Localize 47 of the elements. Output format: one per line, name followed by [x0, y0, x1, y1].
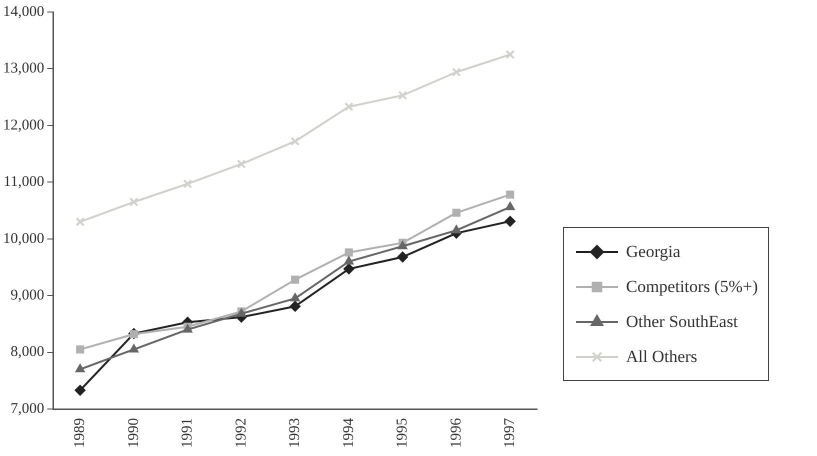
point — [398, 240, 408, 250]
point — [290, 300, 301, 312]
y-tick-label: 10,000 — [3, 230, 44, 247]
point — [505, 202, 515, 210]
point — [504, 216, 516, 227]
point — [452, 208, 460, 217]
legend-label: Competitors (5%+) — [626, 276, 758, 296]
point — [129, 344, 139, 352]
point — [506, 50, 515, 60]
point — [183, 179, 192, 188]
y-tick-label: 14,000 — [3, 4, 44, 20]
point — [398, 90, 408, 100]
point — [129, 197, 138, 207]
y-tick-label: 7,000 — [10, 400, 44, 417]
point — [75, 364, 85, 372]
point — [290, 292, 300, 302]
legend-label: Georgia — [626, 242, 680, 262]
y-tick-label: 12,000 — [3, 117, 44, 134]
x-tick-label: 1991 — [180, 418, 196, 448]
x-tick-label: 1995 — [394, 418, 411, 448]
point — [76, 217, 85, 226]
y-tick-label: 9,000 — [10, 288, 44, 304]
x-tick-label: 1997 — [502, 418, 518, 448]
y-tick-label: 13,000 — [3, 60, 44, 77]
x-tick-label: 1992 — [233, 418, 250, 448]
point — [506, 190, 514, 199]
legend-label: Other SouthEast — [626, 312, 738, 332]
point — [397, 252, 408, 263]
point — [344, 102, 354, 112]
point — [76, 345, 84, 354]
x-tick-label: 1989 — [72, 418, 88, 448]
point — [74, 384, 86, 396]
legend-label: All Others — [626, 346, 698, 366]
point — [290, 136, 300, 146]
y-tick-label: 8,000 — [10, 344, 44, 360]
x-tick-label: 1994 — [340, 418, 357, 448]
point — [344, 248, 353, 257]
x-tick-label: 1993 — [287, 418, 304, 448]
point — [452, 68, 461, 77]
point — [344, 256, 354, 265]
point — [452, 224, 462, 234]
point — [236, 159, 246, 169]
point — [291, 276, 300, 284]
point — [343, 263, 354, 274]
y-tick-label: 11,000 — [4, 174, 44, 190]
x-tick-label: 1990 — [126, 418, 142, 448]
x-tick-label: 1996 — [448, 418, 464, 448]
